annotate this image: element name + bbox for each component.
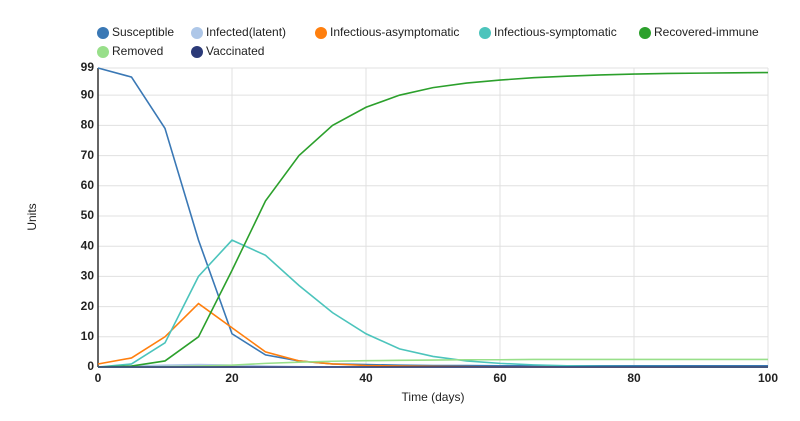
legend-marker: [191, 46, 203, 58]
y-tick-label: 0: [87, 359, 94, 373]
series-line: [98, 358, 768, 368]
y-tick-label: 20: [81, 299, 95, 313]
legend-item[interactable]: Recovered-immune: [639, 25, 759, 39]
x-tick-label: 80: [627, 371, 641, 385]
legend-label: Infectious-asymptomatic: [330, 25, 459, 39]
legend-item[interactable]: Vaccinated: [191, 44, 264, 58]
legend-item[interactable]: Infectious-symptomatic: [479, 25, 617, 39]
legend-marker: [479, 27, 491, 39]
legend-marker: [315, 27, 327, 39]
legend-item[interactable]: Infected(latent): [191, 25, 286, 39]
y-tick-label: 70: [81, 148, 95, 162]
x-tick-label: 20: [225, 371, 239, 385]
legend-item[interactable]: Susceptible: [97, 25, 174, 39]
legend-label: Recovered-immune: [654, 25, 759, 39]
legend-marker: [97, 46, 109, 58]
y-tick-label: 30: [81, 269, 95, 283]
x-tick-label: 40: [359, 371, 373, 385]
x-tick-label: 60: [493, 371, 507, 385]
series-line: [97, 67, 768, 367]
legend-marker: [639, 27, 651, 39]
legend-marker: [191, 27, 203, 39]
y-tick-label: 10: [81, 329, 95, 343]
legend-label: Infectious-symptomatic: [494, 25, 617, 39]
y-axis-label: Units: [25, 203, 39, 230]
legend-label: Infected(latent): [206, 25, 286, 39]
series-line: [97, 71, 769, 368]
y-tick-label: 90: [81, 87, 95, 101]
y-tick-label: 40: [81, 238, 95, 252]
legend-label: Removed: [112, 44, 163, 58]
legend-item[interactable]: Removed: [97, 44, 163, 58]
x-axis-label: Time (days): [402, 390, 465, 404]
y-tick-label: 99: [81, 60, 95, 74]
legend-label: Susceptible: [112, 25, 174, 39]
x-tick-label: 100: [758, 371, 778, 385]
legend-marker: [97, 27, 109, 39]
legend-item[interactable]: Infectious-asymptomatic: [315, 25, 459, 39]
x-tick-label: 0: [95, 371, 102, 385]
y-tick-label: 50: [81, 208, 95, 222]
y-tick-label: 60: [81, 178, 95, 192]
legend-label: Vaccinated: [206, 44, 264, 58]
y-tick-label: 80: [81, 118, 95, 132]
